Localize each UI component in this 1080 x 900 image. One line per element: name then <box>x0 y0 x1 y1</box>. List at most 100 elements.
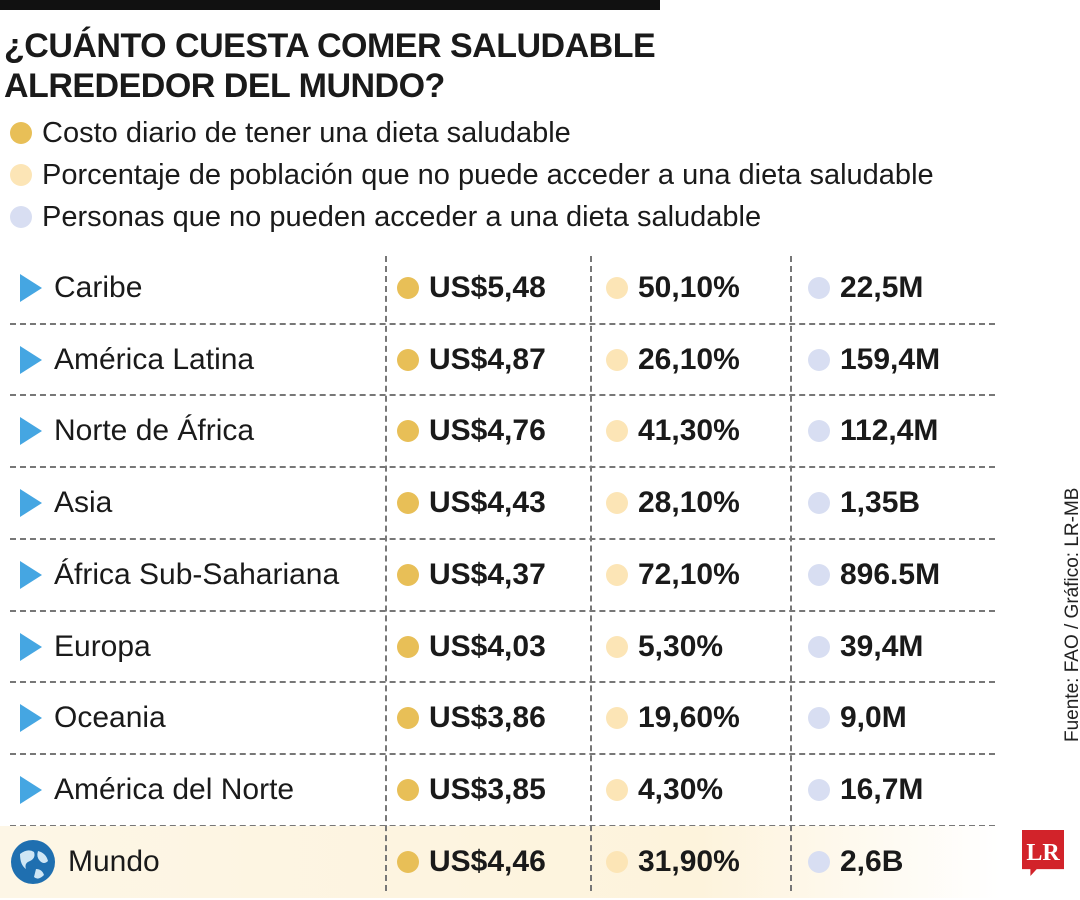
region-cell: América Latina <box>20 324 254 396</box>
value-dot <box>808 778 830 801</box>
region-name: Oceania <box>54 701 166 735</box>
value-dot <box>808 277 830 299</box>
table-row: Norte de África US$4,76 41,30% 112,4M <box>0 395 1000 467</box>
region-name: Norte de África <box>54 414 255 448</box>
value-text: 39,4M <box>840 629 924 663</box>
value-dot <box>808 420 830 443</box>
value-dot <box>808 707 830 730</box>
top-bar <box>0 0 660 10</box>
value-text: US$3,85 <box>429 772 546 806</box>
value-cell: US$5,48 <box>397 252 546 324</box>
value-cell: 26,10% <box>606 324 740 396</box>
value-dot <box>397 348 419 371</box>
value-text: US$4,43 <box>429 486 546 520</box>
value-text: 22,5M <box>840 271 924 304</box>
value-text: 5,30% <box>638 629 724 663</box>
value-text: US$5,48 <box>429 271 546 304</box>
legend-item: Personas que no pueden acceder a una die… <box>10 197 761 237</box>
value-cell: 896.5M <box>808 539 940 611</box>
value-cell: US$3,85 <box>397 754 546 826</box>
triangle-icon <box>20 274 42 302</box>
region-name: África Sub-Sahariana <box>54 557 340 591</box>
legend-dot <box>10 164 32 186</box>
value-dot <box>606 778 628 801</box>
value-text: 159,4M <box>840 342 941 376</box>
value-text: US$4,03 <box>429 629 546 663</box>
value-cell: US$4,46 <box>397 826 546 898</box>
value-text: 50,10% <box>638 271 740 304</box>
value-cell: US$3,86 <box>397 682 546 754</box>
value-cell: 9,0M <box>808 682 907 754</box>
value-text: 19,60% <box>638 701 740 735</box>
legend-item: Costo diario de tener una dieta saludabl… <box>10 113 571 153</box>
legend-dot <box>10 206 32 228</box>
legend-text: Porcentaje de población que no puede acc… <box>42 159 934 191</box>
value-dot <box>397 635 419 658</box>
value-dot <box>397 563 419 586</box>
triangle-icon <box>20 560 42 589</box>
column-divider <box>590 256 592 891</box>
value-cell: 16,7M <box>808 754 923 826</box>
value-dot <box>808 850 830 873</box>
value-dot <box>606 707 628 730</box>
row-divider <box>10 610 995 612</box>
table-row: América Latina US$4,87 26,10% 159,4M <box>0 324 1000 396</box>
value-cell: US$4,87 <box>397 324 546 396</box>
value-dot <box>397 707 419 730</box>
triangle-icon <box>20 704 42 733</box>
value-dot <box>808 635 830 658</box>
value-cell: 1,35B <box>808 467 920 539</box>
triangle-icon <box>20 489 42 518</box>
value-text: 896.5M <box>840 557 941 591</box>
value-cell: 41,30% <box>606 395 740 467</box>
value-cell: US$4,03 <box>397 611 546 683</box>
value-cell: US$4,37 <box>397 539 546 611</box>
value-cell: 5,30% <box>606 611 723 683</box>
value-text: US$4,46 <box>429 844 546 878</box>
value-text: 1,35B <box>840 486 921 520</box>
triangle-icon <box>20 775 42 804</box>
value-dot <box>397 492 419 515</box>
value-cell: 50,10% <box>606 252 740 324</box>
value-text: 112,4M <box>840 414 939 448</box>
value-text: 28,10% <box>638 486 740 520</box>
table-row: África Sub-Sahariana US$4,37 72,10% 896.5M <box>0 539 1000 611</box>
value-cell: 28,10% <box>606 467 740 539</box>
region-name: América Latina <box>54 342 255 376</box>
region-name: Asia <box>54 486 113 520</box>
region-name: América del Norte <box>54 772 295 806</box>
value-cell: 31,90% <box>606 826 740 898</box>
region-cell: América del Norte <box>20 754 294 826</box>
column-divider <box>385 256 387 891</box>
value-dot <box>606 563 628 586</box>
value-dot <box>808 492 830 515</box>
value-text: US$3,86 <box>429 701 546 735</box>
value-text: 41,30% <box>638 414 740 448</box>
region-name: Mundo <box>68 844 160 878</box>
region-cell: Oceania <box>20 682 166 754</box>
region-cell: Mundo <box>10 826 160 898</box>
globe-icon <box>11 839 55 884</box>
value-dot <box>606 348 628 371</box>
legend-dot <box>10 122 32 144</box>
region-cell: Norte de África <box>20 395 254 467</box>
triangle-icon <box>20 345 42 374</box>
value-text: 31,90% <box>638 844 740 878</box>
table-row: Europa US$4,03 5,30% 39,4M <box>0 611 1000 683</box>
value-text: 72,10% <box>638 557 740 591</box>
value-cell: US$4,43 <box>397 467 546 539</box>
row-divider <box>10 323 995 325</box>
value-dot <box>397 778 419 801</box>
legend-item: Porcentaje de población que no puede acc… <box>10 155 934 195</box>
region-name: Caribe <box>54 271 143 304</box>
value-cell: 4,30% <box>606 754 723 826</box>
logo: LR <box>1022 830 1064 876</box>
value-cell: 39,4M <box>808 611 923 683</box>
value-dot <box>606 420 628 443</box>
value-cell: US$4,76 <box>397 395 546 467</box>
value-dot <box>606 850 628 873</box>
title-line: ¿CUÁNTO CUESTA COMER SALUDABLE <box>4 27 656 65</box>
table-row: Mundo US$4,46 31,90% 2,6B <box>0 825 1000 898</box>
value-text: US$4,76 <box>429 414 546 448</box>
